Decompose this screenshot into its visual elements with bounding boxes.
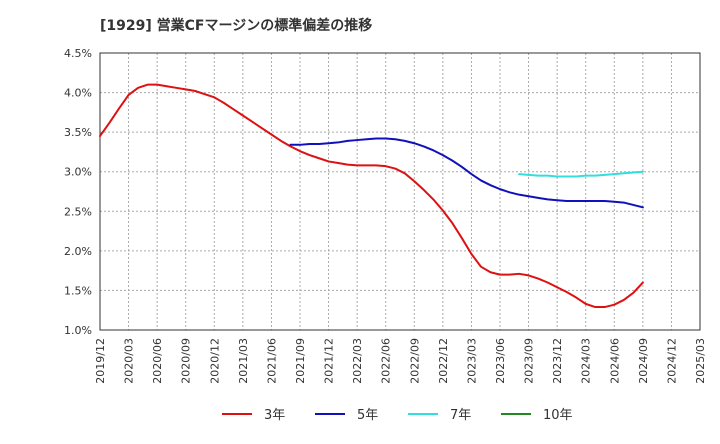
x-tick-label: 2020/06 [151,338,164,384]
y-tick-label: 1.0% [64,324,92,337]
x-tick-label: 2023/12 [551,338,564,384]
series-line-3年 [99,83,644,309]
x-tick-label: 2021/12 [323,338,336,384]
y-tick-label: 3.5% [64,126,92,139]
y-tick-label: 3.0% [64,166,92,179]
x-tick-label: 2024/06 [608,338,621,384]
x-tick-label: 2023/03 [465,338,478,384]
x-tick-label: 2022/03 [351,338,364,384]
x-tick-label: 2024/12 [665,338,678,384]
legend: 3年 5年 7年 10年 [222,408,573,423]
legend-label: 5年 [357,408,378,423]
legend-label: 10年 [543,408,573,423]
series-layer [99,83,644,309]
x-tick-label: 2021/03 [237,338,250,384]
x-tick-label: 2020/03 [123,338,136,384]
y-tick-label: 1.5% [64,284,92,297]
x-tick-label: 2023/09 [523,338,536,384]
chart-title: [1929] 営業CFマージンの標準偏差の推移 [100,17,372,34]
y-tick-label: 4.5% [64,47,92,60]
x-tick-label: 2024/03 [580,338,593,384]
plot-frame [99,52,701,331]
x-tick-label: 2020/12 [208,338,221,384]
x-tick-label: 2025/03 [694,338,707,384]
x-tick-label: 2020/09 [180,338,193,384]
x-tick-label: 2021/09 [294,338,307,384]
grid-layer [100,52,700,330]
legend-label: 7年 [450,408,471,423]
x-tick-label: 2022/06 [380,338,393,384]
x-tick-label: 2022/09 [408,338,421,384]
y-tick-label: 4.0% [64,87,92,100]
x-tick-label: 2023/06 [494,338,507,384]
series-line-7年 [518,170,644,178]
y-tick-label: 2.0% [64,245,92,258]
x-tick-label: 2019/12 [94,338,107,384]
series-line-5年 [289,137,644,209]
x-tick-label: 2021/06 [265,338,278,384]
axis-layer: 1.0% 1.5% 2.0% 2.5% 3.0% 3.5% 4.0% 4.5% 2019/12 2… [64,47,707,384]
x-tick-label: 2024/09 [637,338,650,384]
y-tick-label: 2.5% [64,205,92,218]
legend-label: 3年 [264,408,285,423]
x-tick-label: 2022/12 [437,338,450,384]
